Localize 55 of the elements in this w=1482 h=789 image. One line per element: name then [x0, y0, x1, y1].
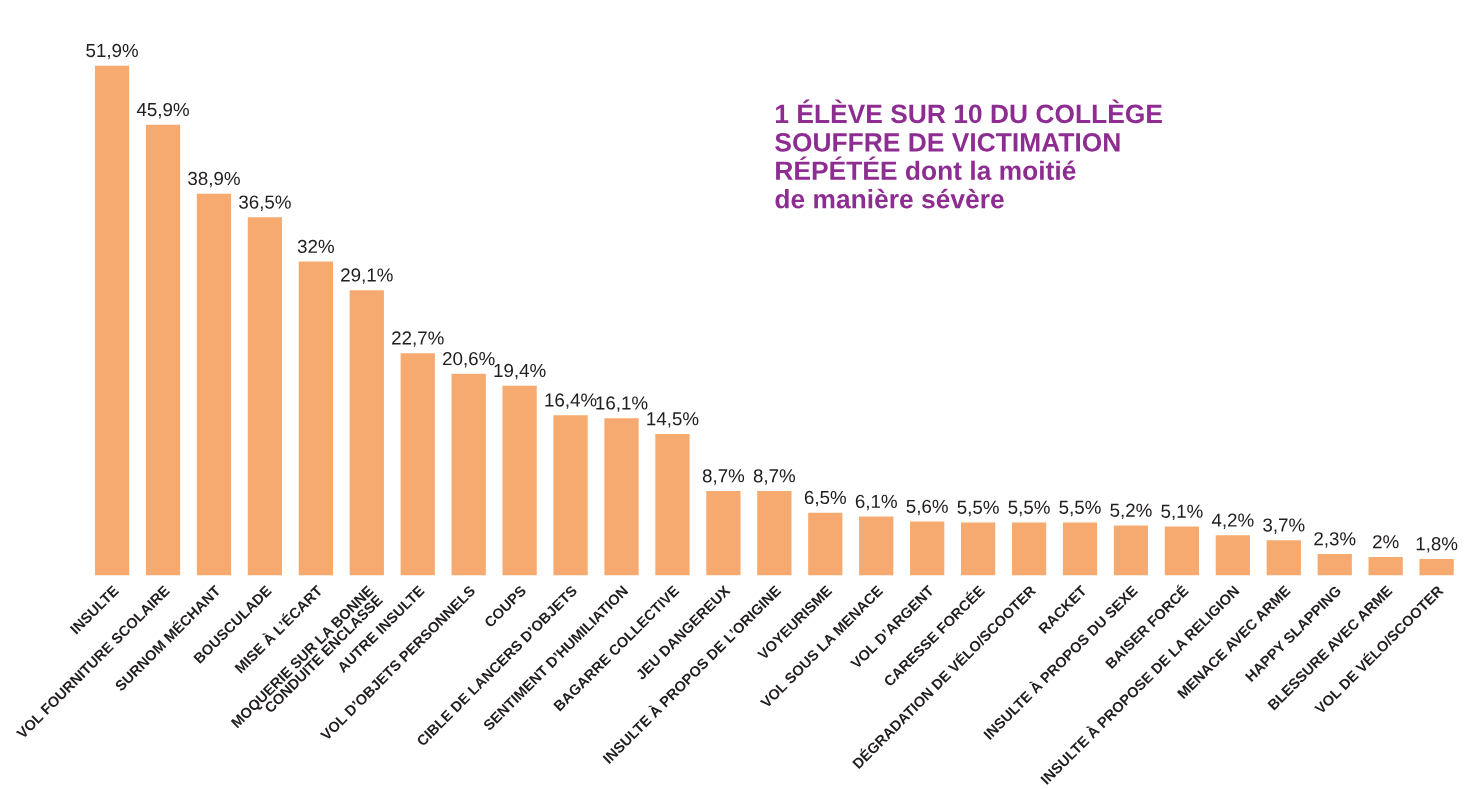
bar	[1112, 524, 1150, 576]
data-label: 5,5%	[1059, 500, 1101, 517]
bar	[399, 351, 437, 576]
data-label: 4,2%	[1211, 513, 1254, 529]
bar	[501, 384, 539, 576]
data-label: 38,9%	[188, 171, 240, 188]
data-label: 32%	[297, 239, 334, 254]
bar	[908, 520, 946, 576]
bar	[195, 192, 233, 576]
bar	[1061, 521, 1099, 576]
data-label: 14,5%	[647, 412, 699, 428]
annotation: 1 ÉLÈVE SUR 10 DU COLLÈGE SOUFFRE DE VICTIMATION RÉPÉTÉE dont la moitié de manière sévère	[775, 99, 1162, 209]
data-label: 16,1%	[596, 396, 648, 412]
bar	[1010, 521, 1048, 576]
data-label: 5,1%	[1161, 504, 1203, 521]
data-label: 36,5%	[239, 195, 291, 211]
data-label: 20,6%	[443, 352, 495, 368]
data-label: 6,5%	[804, 490, 846, 507]
data-label: 3,7%	[1263, 518, 1305, 534]
bar	[959, 521, 997, 576]
data-label: 16,4%	[545, 393, 597, 409]
data-label: 2,3%	[1314, 532, 1356, 548]
data-label: 8,7%	[702, 469, 745, 485]
data-label: 5,6%	[906, 499, 948, 516]
bar	[806, 511, 844, 576]
data-label: 45,9%	[136, 102, 189, 119]
bar	[552, 413, 590, 576]
data-label: 5,5%	[1008, 500, 1050, 517]
bar	[1265, 538, 1303, 576]
data-label: 22,7%	[392, 331, 444, 347]
data-label: 5,2%	[1110, 503, 1152, 520]
bar	[1418, 557, 1456, 576]
data-label: 29,1%	[341, 268, 393, 284]
data-label: 5,5%	[957, 500, 999, 517]
bar	[450, 372, 488, 576]
data-label: 1,8%	[1416, 537, 1458, 553]
bar	[1316, 552, 1354, 576]
data-label: 51,9%	[86, 43, 138, 60]
bar	[348, 288, 386, 576]
data-label: 2%	[1373, 535, 1399, 549]
bar	[602, 416, 641, 576]
data-label: 8,7%	[753, 469, 796, 485]
bar	[704, 489, 742, 576]
bar	[653, 432, 691, 576]
data-label: 6,1%	[855, 494, 897, 511]
bar	[857, 515, 895, 576]
bar	[144, 123, 182, 576]
bar	[297, 260, 335, 576]
bar	[246, 215, 284, 576]
bar	[93, 64, 131, 576]
data-label: 19,4%	[494, 363, 546, 380]
bar	[755, 489, 793, 576]
bar	[1163, 525, 1201, 576]
bar	[1367, 555, 1405, 576]
bar	[1214, 533, 1252, 576]
